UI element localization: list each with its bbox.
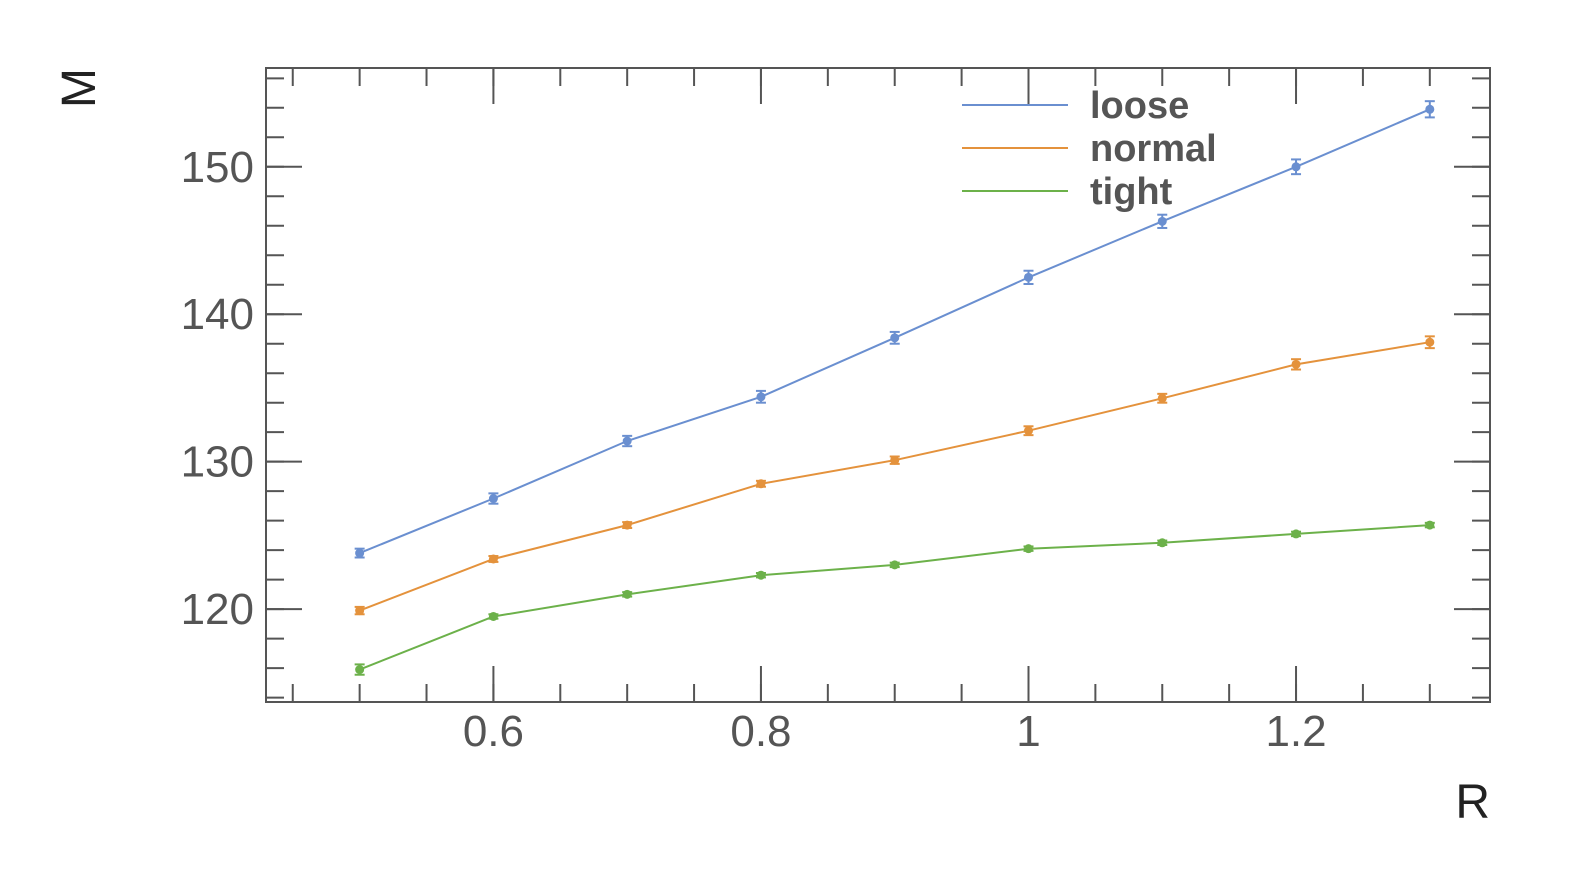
- data-point: [1023, 544, 1033, 554]
- data-point: [1157, 393, 1167, 403]
- data-point: [1291, 359, 1301, 369]
- y-tick-label: 130: [181, 438, 254, 487]
- data-point: [1023, 426, 1033, 436]
- data-point: [488, 494, 498, 504]
- data-point: [488, 611, 498, 621]
- series-loose: [354, 100, 1435, 559]
- series-normal: [354, 335, 1435, 616]
- y-tick-labels: 120 130 140 150: [181, 143, 254, 634]
- data-point: [890, 333, 900, 343]
- x-axis-title: R: [1455, 776, 1490, 829]
- data-point: [1157, 538, 1167, 548]
- legend-item-normal: normal: [962, 128, 1217, 170]
- legend-label: loose: [1090, 85, 1189, 127]
- y-tick-label: 120: [181, 585, 254, 634]
- data-point: [355, 606, 365, 616]
- data-point: [1425, 337, 1435, 347]
- data-point: [355, 665, 365, 675]
- series-layer: [354, 100, 1435, 676]
- data-point: [1425, 520, 1435, 530]
- legend-item-loose: loose: [962, 85, 1189, 127]
- data-point: [622, 520, 632, 530]
- major-ticks: [266, 68, 1490, 702]
- y-tick-label: 150: [181, 143, 254, 192]
- data-point: [890, 560, 900, 570]
- data-point: [1157, 216, 1167, 226]
- x-tick-labels: 0.6 0.8 1 1.2: [463, 707, 1327, 756]
- data-point: [355, 548, 365, 558]
- x-tick-label: 0.8: [730, 707, 791, 756]
- data-point: [1291, 162, 1301, 172]
- x-tick-label: 1: [1016, 707, 1040, 756]
- data-point: [1023, 272, 1033, 282]
- data-point: [622, 589, 632, 599]
- x-tick-label: 0.6: [463, 707, 524, 756]
- y-axis-title: M: [53, 68, 106, 108]
- data-point: [488, 554, 498, 564]
- series-line-tight: [359, 524, 1430, 671]
- data-point: [622, 436, 632, 446]
- plot-frame: [265, 67, 1491, 703]
- legend-label: normal: [1090, 128, 1217, 170]
- x-tick-label: 1.2: [1265, 707, 1326, 756]
- legend-item-tight: tight: [962, 171, 1173, 213]
- series-tight: [354, 520, 1435, 676]
- data-point: [1291, 529, 1301, 539]
- series-line-normal: [359, 341, 1430, 612]
- data-point: [756, 570, 766, 580]
- data-point: [1425, 104, 1435, 114]
- data-point: [890, 455, 900, 465]
- y-tick-label: 140: [181, 290, 254, 339]
- data-point: [756, 479, 766, 489]
- data-point: [756, 392, 766, 402]
- legend-label: tight: [1090, 171, 1173, 213]
